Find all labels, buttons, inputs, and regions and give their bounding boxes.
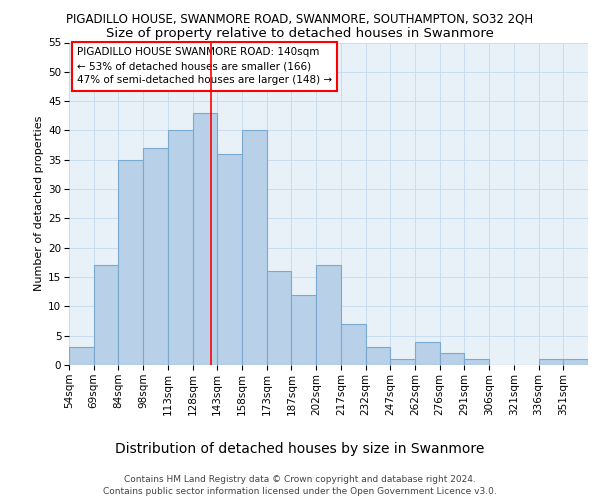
Bar xyxy=(143,148,168,365)
Bar xyxy=(390,359,415,365)
Bar xyxy=(415,342,440,365)
Bar xyxy=(193,113,217,365)
Text: Contains HM Land Registry data © Crown copyright and database right 2024.: Contains HM Land Registry data © Crown c… xyxy=(124,475,476,484)
Text: Distribution of detached houses by size in Swanmore: Distribution of detached houses by size … xyxy=(115,442,485,456)
Bar xyxy=(267,271,292,365)
Bar xyxy=(69,348,94,365)
Bar xyxy=(217,154,242,365)
Bar xyxy=(341,324,365,365)
Bar xyxy=(539,359,563,365)
Bar xyxy=(464,359,489,365)
Text: Size of property relative to detached houses in Swanmore: Size of property relative to detached ho… xyxy=(106,28,494,40)
Bar xyxy=(563,359,588,365)
Bar xyxy=(316,266,341,365)
Bar xyxy=(94,266,118,365)
Text: Contains public sector information licensed under the Open Government Licence v3: Contains public sector information licen… xyxy=(103,487,497,496)
Bar xyxy=(118,160,143,365)
Text: PIGADILLO HOUSE, SWANMORE ROAD, SWANMORE, SOUTHAMPTON, SO32 2QH: PIGADILLO HOUSE, SWANMORE ROAD, SWANMORE… xyxy=(67,12,533,26)
Bar xyxy=(440,354,464,365)
Bar xyxy=(365,348,390,365)
Bar xyxy=(292,294,316,365)
Bar xyxy=(168,130,193,365)
Y-axis label: Number of detached properties: Number of detached properties xyxy=(34,116,44,292)
Bar xyxy=(242,130,267,365)
Text: PIGADILLO HOUSE SWANMORE ROAD: 140sqm
← 53% of detached houses are smaller (166): PIGADILLO HOUSE SWANMORE ROAD: 140sqm ← … xyxy=(77,48,332,86)
